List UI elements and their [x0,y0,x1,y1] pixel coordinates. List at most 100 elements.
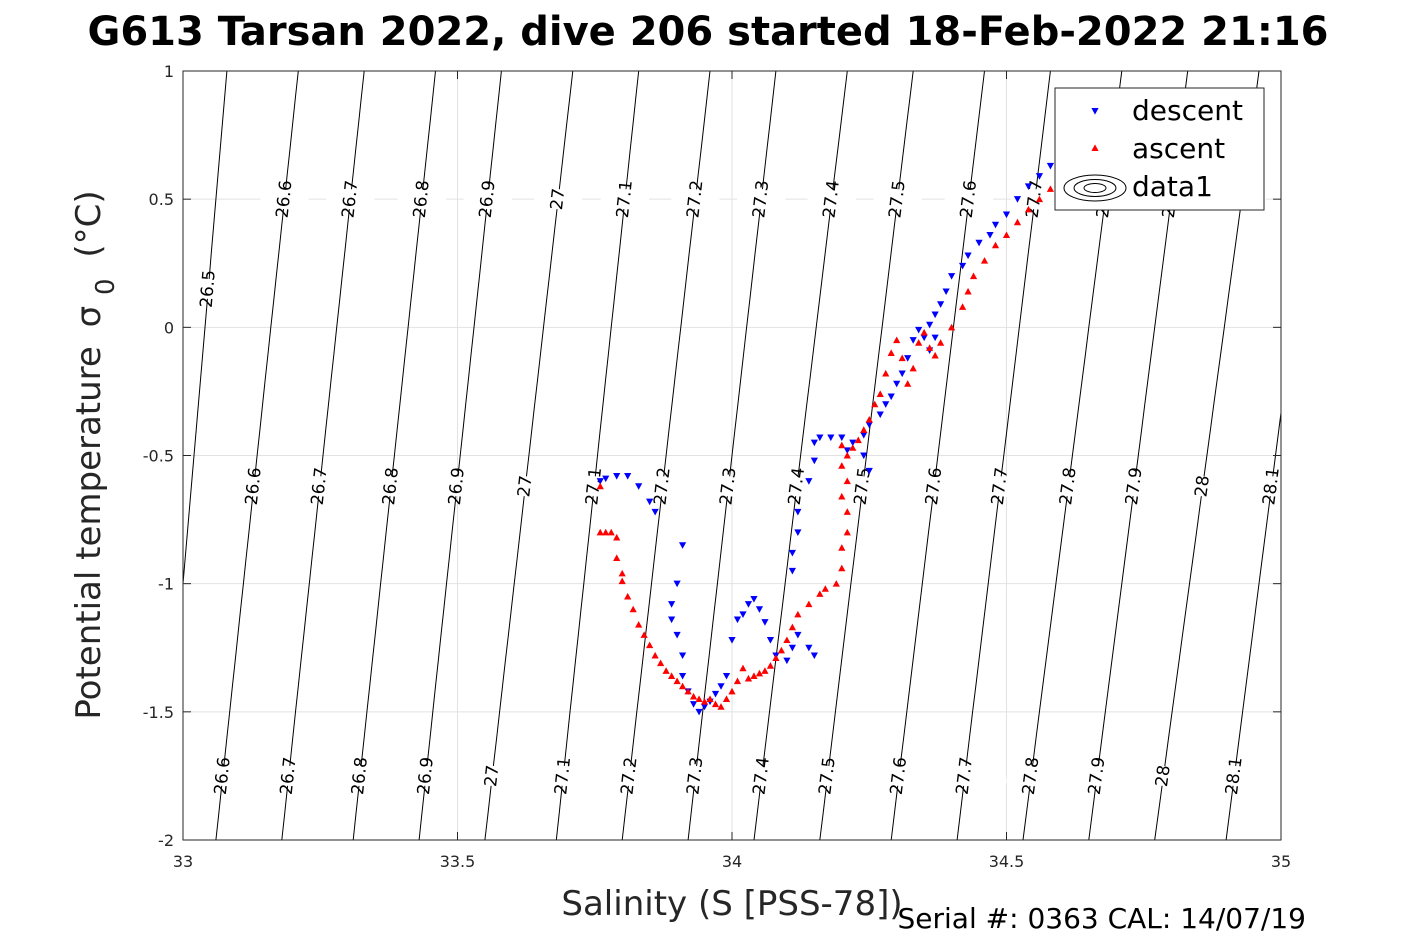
descent-point [678,652,687,660]
isopycnal-label: 28 [1191,474,1214,498]
ascent-point [915,339,923,346]
descent-point [948,273,956,280]
descent-point [678,542,687,549]
x-tick-label: 33.5 [440,852,476,871]
isopycnal-label: 28.1 [1259,466,1284,506]
ascent-point [1024,205,1033,213]
legend-marker-contour-icon [1063,174,1127,202]
isopycnal-label: 27.8 [1056,466,1081,506]
isopycnal-label-bg [396,186,447,212]
descent-point [783,657,791,665]
descent-point [1046,162,1055,170]
isopycnal-label: 27.2 [617,756,641,796]
ascent-point [876,390,884,397]
ascent-point [613,554,621,562]
descent-point [602,475,610,483]
isopycnal-label: 26.9 [476,179,500,219]
legend-marker-ascent [1091,144,1099,151]
x-tick-label: 34 [722,852,742,871]
ascent-point [849,444,857,451]
serial-cal-footer: Serial #: 0363 CAL: 14/07/19 [898,902,1306,935]
ascent-point [805,600,813,608]
isopycnal-label-bg [1209,762,1260,789]
descent-point [794,529,802,536]
isopycnal-label-bg [604,763,655,789]
isopycnal-label-bg [228,473,279,499]
ascent-point [926,344,934,351]
descent-point [975,239,983,247]
isopycnal-label-bg [1006,762,1057,789]
isopycnal-label-bg [1072,762,1123,789]
isopycnal-label: 27.6 [957,179,981,219]
legend-label-ascent: ascent [1132,132,1225,165]
ascent-point [948,323,956,331]
isopycnal-label: 27 [481,764,503,788]
y-tick-label: -1.5 [143,703,174,722]
isopycnal-label-bg [1109,473,1160,500]
descent-point [788,644,796,652]
isopycnal-label: 28 [1152,764,1175,788]
ascent-point [1035,195,1044,203]
ascent-point [816,590,824,597]
y-axis-label-symbol: σ [69,306,109,328]
descent-point [1002,211,1011,219]
ascent-point [755,669,764,677]
descent-point [843,447,851,454]
descent-point [882,401,890,408]
ascent-point [618,569,626,577]
descent-point [926,321,934,329]
descent-point [722,672,731,680]
ascent-point [843,528,851,536]
ascent-point [602,528,610,536]
isopycnal-label-bg [335,763,385,789]
descent-point [904,355,912,362]
descent-point [651,508,659,516]
isopycnal-line [183,71,228,590]
ascent-point [640,631,648,638]
x-axis-label: Salinity (S [PSS-78]) [561,884,902,924]
descent-point [717,683,725,690]
descent-point [744,601,753,608]
descent-point [613,473,621,480]
descent-point [1024,183,1033,190]
ascent-point [651,651,659,659]
ascent-point [860,426,868,433]
y-axis-label-subscript: 0 [91,278,121,295]
ascent-point [937,339,945,346]
descent-point [931,334,939,342]
ascent-point [838,492,846,500]
isopycnal-label-bg [600,186,650,212]
descent-point [794,631,802,639]
ascent-point [843,508,851,515]
isopycnal-label-bg [533,186,584,212]
ascent-point [794,610,802,618]
isopycnal-label: 26.7 [338,179,362,219]
isopycnal-label-bg [1138,762,1189,790]
ascent-point [969,272,978,280]
y-tick-label: -2 [158,831,174,850]
ascent-point [958,303,967,310]
isopycnal-label: 27.4 [785,466,809,506]
legend-box [1054,87,1265,211]
descent-point [838,434,846,442]
descent-point [915,326,923,334]
ascent-point [624,592,632,600]
ascent-point [613,533,621,541]
ascent-point [854,436,862,444]
isopycnal-label-bg [806,186,857,212]
ascent-point [607,528,615,536]
descent-point [876,411,884,419]
descent-point [689,701,698,708]
descent-point [860,431,868,439]
y-axis-label-main: Potential temperature [69,346,109,719]
ascent-point [618,577,626,585]
chart-title: G613 Tarsan 2022, dive 206 started 18-Fe… [87,9,1328,55]
ascent-point [898,354,906,362]
isopycnal-label-bg [1009,186,1060,212]
isopycnal-label-bg [736,763,787,789]
isopycnal-label: 27.2 [683,179,707,219]
isopycnal-label: 28.1 [1222,756,1247,796]
isopycnal-label: 26.6 [273,179,297,219]
descent-point [898,370,906,378]
ascent-point [931,351,939,359]
